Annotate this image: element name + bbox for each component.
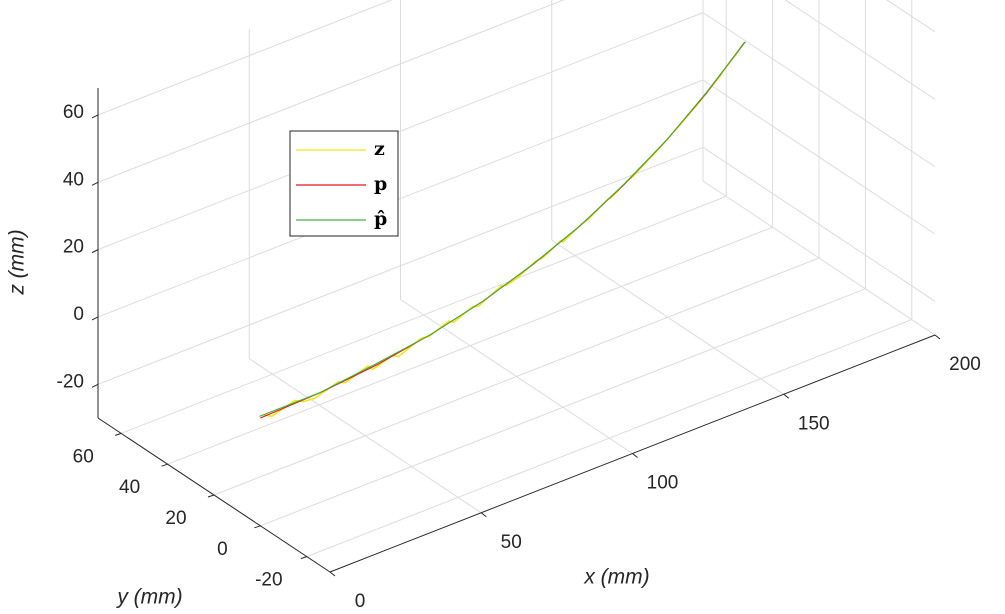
tick-mark (632, 453, 638, 458)
grid-line (702, 79, 936, 235)
grid-line (97, 12, 704, 251)
grid-line (97, 0, 393, 116)
lines (259, 41, 746, 419)
grid-line (885, 0, 936, 33)
grid (97, 0, 936, 573)
y-axis-label: y (mm) (115, 586, 182, 609)
tick-mark (115, 432, 122, 436)
x-axis (329, 334, 936, 573)
grid-line (167, 226, 773, 465)
tick-mark (329, 571, 336, 577)
tick-mark (207, 494, 215, 498)
grid-line (213, 257, 820, 496)
tick-mark (91, 249, 99, 254)
legend-label: z (374, 138, 385, 160)
grid-line (784, 0, 936, 100)
legend: zp p̂ (289, 130, 399, 237)
series-line (259, 41, 746, 417)
x-tick-label: 100 (647, 473, 679, 494)
tick-mark (480, 512, 487, 518)
z-tick-label: 60 (63, 102, 84, 123)
tick-mark (91, 316, 99, 321)
y-tick-label: 60 (73, 446, 94, 467)
tick-mark (91, 383, 99, 388)
grid-line (702, 12, 936, 168)
y-tick-label: -20 (255, 570, 282, 591)
legend-label: p̂ (374, 208, 387, 230)
y-tick-label: 0 (217, 539, 228, 560)
x-axis-label: x (mm) (583, 566, 649, 589)
y-axis (97, 417, 331, 573)
grid-line (121, 195, 727, 434)
z-tick-label: 0 (73, 304, 84, 325)
z-tick-label: -20 (57, 371, 84, 392)
legend-box (289, 130, 399, 237)
tick-mark (934, 334, 941, 340)
grid-line (97, 79, 704, 318)
x-tick-label: 200 (949, 354, 981, 375)
x-tick-label: 50 (501, 532, 522, 553)
x-tick-label: 0 (355, 591, 366, 612)
axes: 0 50 100 150 200 -20 0 20 40 60 -20 0 20 40 60 (57, 88, 981, 612)
z-tick-label: 40 (63, 169, 84, 190)
grid-line (702, 146, 936, 302)
grid-line (306, 319, 912, 558)
tick-mark (300, 556, 307, 560)
y-tick-label: 40 (119, 477, 140, 498)
grid-line (97, 146, 704, 385)
grid-line (97, 0, 565, 183)
z-axis-label: z (mm) (6, 229, 29, 295)
y-tick-label: 20 (165, 508, 186, 529)
tick-mark (91, 114, 99, 119)
tick-mark (783, 393, 790, 399)
x-tick-label: 150 (798, 413, 830, 434)
grid-line (260, 288, 866, 527)
z-tick-label: 20 (63, 237, 84, 258)
tick-mark (161, 463, 168, 467)
tick-mark (91, 181, 99, 186)
legend-label: p (374, 173, 387, 195)
tick-mark (254, 525, 261, 529)
